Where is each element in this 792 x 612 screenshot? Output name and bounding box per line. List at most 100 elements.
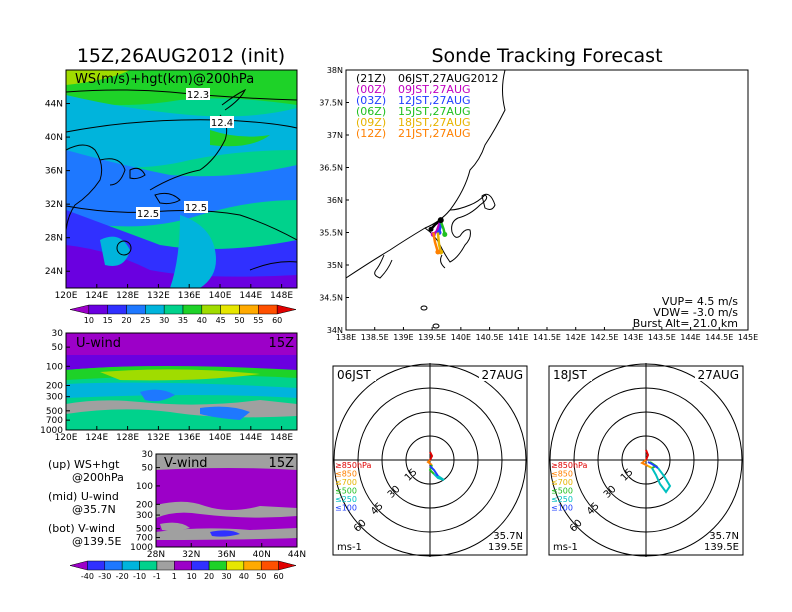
- map-x-tick-label: 132E: [147, 291, 170, 301]
- colorbar-label: 50: [256, 572, 266, 581]
- v-y-tick-label: 30: [142, 450, 154, 460]
- track-x-tick-label: 138.5E: [361, 333, 389, 342]
- colorbar-label: 20: [204, 572, 214, 581]
- u-x-tick-label: 140E: [209, 433, 232, 443]
- map-y-tick-label: 44N: [45, 100, 63, 110]
- v-y-tick-label: 500: [136, 525, 153, 535]
- launch-jst: 06JST,27AUG2012: [398, 72, 499, 85]
- colorbar-swatch: [69, 304, 90, 315]
- colorbar-swatch: [139, 560, 158, 571]
- map-frame: [65, 69, 298, 289]
- launch-jst: 18JST,27AUG: [398, 116, 471, 129]
- u-y-tick-label: 1000: [40, 426, 63, 436]
- v-wind-label: V-wind: [164, 456, 208, 471]
- map-x-tick-label: 148E: [270, 291, 293, 301]
- v-y-tick-label: 700: [136, 534, 153, 544]
- track-line: [436, 232, 442, 253]
- colorbar-label: 30: [159, 316, 169, 325]
- contour-labels: 12.3 12.4 12.5 12.5: [136, 88, 234, 220]
- colorbar-label: 40: [197, 316, 207, 325]
- launch-jst: 15JST,27AUG: [398, 105, 471, 118]
- hodograph-trace: [647, 465, 653, 469]
- colorbar-swatch: [104, 560, 123, 571]
- contour-label: 12.5: [137, 209, 159, 220]
- u-x-tick-label: 144E: [239, 433, 262, 443]
- u-x-tick-label: 136E: [178, 433, 201, 443]
- colorbar-swatch: [107, 304, 127, 315]
- hodograph-lon: 139.5E: [704, 542, 739, 553]
- track-y-tick-label: 34N: [327, 326, 343, 335]
- map-y-tick-label: 36N: [45, 167, 63, 177]
- legend-line: (up) WS+hgt: [48, 458, 120, 471]
- map-y-tick-label: 40N: [45, 133, 63, 143]
- hodograph-lat: 35.7N: [493, 531, 523, 542]
- track-map: [346, 70, 748, 330]
- track-axes: 138E 138.5E 139E 139.5E 140E 140.5E 141E 141.5E…: [319, 66, 758, 342]
- colorbar-swatch: [126, 304, 146, 315]
- contour-label: 12.5: [185, 203, 207, 214]
- hodograph-lon: 139.5E: [488, 542, 523, 553]
- colorbar-swatch: [276, 304, 297, 315]
- wind-colorbar: -40 -30 -20 -10 -1 1 10 20 30 40 50 60: [69, 560, 297, 581]
- hodograph-time-bg: [550, 367, 592, 381]
- colorbar-swatch: [260, 560, 279, 571]
- colorbar-swatch: [88, 304, 108, 315]
- hodograph-time: 18JST: [553, 368, 587, 382]
- colorbar-swatch: [145, 304, 165, 315]
- launch-utc: (12Z): [356, 127, 386, 140]
- hodograph-level-label: ≤850: [335, 470, 357, 479]
- map-axes: 120E 124E 128E 132E 136E 140E 144E 148E 44N 40N 36…: [45, 100, 294, 301]
- track-y-tick-label: 36N: [327, 196, 343, 205]
- u-x-tick-label: 132E: [147, 433, 170, 443]
- vdw-text: VDW= -3.0 m/s: [653, 306, 738, 319]
- track-landing-point: [435, 249, 441, 255]
- colorbar-swatch: [201, 304, 221, 315]
- v-y-tick-label: 200: [136, 500, 153, 510]
- u-x-tick-label: 120E: [55, 433, 78, 443]
- u-wind-label: U-wind: [76, 336, 121, 351]
- u-y-tick-label: 500: [46, 407, 63, 417]
- hodograph-time: 06JST: [337, 368, 371, 382]
- hodograph-trace: [433, 473, 445, 481]
- colorbar-label: 60: [274, 572, 284, 581]
- colorbar-label: 30: [221, 572, 231, 581]
- u-x-tick-label: 148E: [270, 433, 293, 443]
- u-wind-time: 15Z: [269, 336, 295, 351]
- colorbar-label: 60: [272, 316, 282, 325]
- hodograph-date: 27AUG: [697, 368, 739, 382]
- wind-speed-map: [66, 70, 297, 288]
- launch-utc: (09Z): [356, 116, 386, 129]
- v-y-tick-label: 50: [142, 464, 154, 474]
- launch-utc: (06Z): [356, 105, 386, 118]
- colorbar-label: 10: [84, 316, 94, 325]
- legend-line: @200hPa: [72, 471, 124, 484]
- u-wind-axes: 120E 124E 128E 132E 136E 140E 144E 148E 30 50 100 2…: [40, 329, 293, 443]
- colorbar-label: 20: [121, 316, 131, 325]
- track-x-tick-label: 141E: [508, 333, 528, 342]
- track-landing-point: [428, 226, 434, 232]
- v-x-tick-label: 44N: [288, 550, 306, 560]
- contour-label: 12.3: [187, 90, 209, 101]
- colorbar-swatch: [182, 304, 203, 315]
- colorbar-label: -10: [133, 572, 146, 581]
- map-title: 15Z,26AUG2012 (init): [77, 45, 285, 67]
- v-y-tick-label: 300: [136, 511, 153, 521]
- colorbar-swatch: [243, 560, 262, 571]
- map-y-tick-label: 28N: [45, 234, 63, 244]
- v-y-tick-label: 100: [136, 482, 153, 492]
- colorbar-label: 35: [178, 316, 188, 325]
- colorbar-label: -20: [116, 572, 129, 581]
- track-x-tick-label: 142E: [566, 333, 586, 342]
- launch-jst: 21JST,27AUG: [398, 127, 471, 140]
- colorbar-swatch: [156, 560, 175, 571]
- track-y-tick-label: 37.5N: [319, 99, 343, 108]
- colorbar-swatch: [258, 304, 278, 315]
- u-x-tick-label: 124E: [85, 433, 108, 443]
- track-landing-point: [442, 231, 448, 237]
- track-x-tick-label: 143E: [623, 333, 643, 342]
- hodograph-level-label: ≥850hPa: [335, 461, 372, 470]
- hodograph-level-label: ≤700: [551, 478, 573, 487]
